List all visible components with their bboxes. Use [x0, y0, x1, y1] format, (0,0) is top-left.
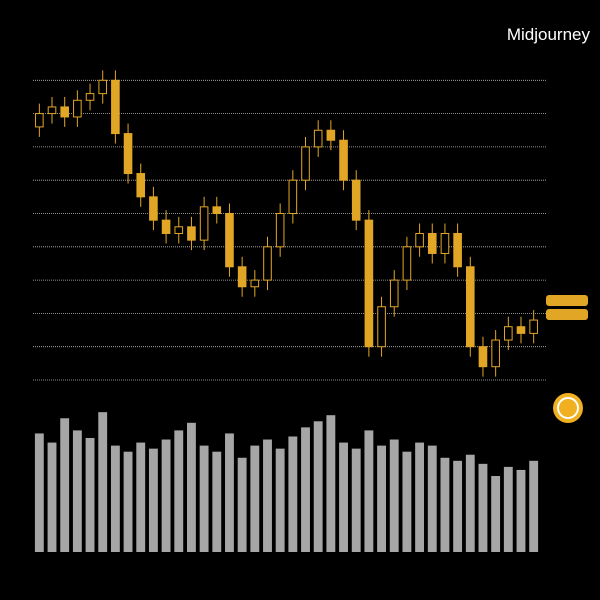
volume-bar: [301, 427, 310, 552]
candle-body: [301, 146, 310, 181]
candle-body: [529, 319, 538, 334]
candle-body: [516, 326, 526, 334]
candle-body: [339, 139, 348, 181]
volume-bar: [288, 436, 298, 552]
candle-body: [174, 226, 184, 234]
volume-bar: [174, 430, 184, 552]
candle-body: [313, 129, 323, 148]
candle-body: [98, 79, 108, 95]
candle-body: [402, 246, 412, 281]
volume-bar: [453, 460, 463, 552]
candle-body: [377, 306, 386, 348]
volume-bar: [339, 442, 348, 552]
candle-body: [427, 232, 437, 254]
volume-bar: [98, 412, 108, 552]
volume-bar: [85, 438, 95, 552]
candle-body: [212, 206, 222, 214]
candle-body: [351, 179, 361, 221]
candle-body: [250, 279, 260, 288]
volume-bar: [415, 442, 425, 552]
volume-bar: [72, 430, 82, 552]
volume-bar: [212, 451, 222, 552]
volume-bar: [60, 418, 70, 552]
candle-body: [440, 232, 450, 254]
volume-bar: [250, 445, 260, 552]
candle-body: [364, 219, 374, 348]
candle-body: [263, 246, 272, 281]
volume-bar: [389, 439, 399, 552]
volume-bar: [263, 439, 272, 552]
candle-body: [73, 99, 82, 118]
volume-bar: [377, 445, 386, 552]
volume-bar: [313, 421, 323, 552]
candle-body: [149, 196, 158, 221]
candle-body: [85, 93, 95, 101]
volume-bar: [148, 448, 158, 552]
volume-bar: [275, 448, 285, 552]
volume-bar: [427, 445, 437, 552]
candle-body: [415, 232, 424, 248]
candle-body: [111, 79, 120, 135]
candle-body: [60, 106, 69, 118]
candle-body: [478, 346, 488, 368]
volume-bar: [516, 469, 526, 552]
volume-bar: [161, 439, 171, 552]
volume-bar: [123, 451, 133, 552]
volume-bar: [529, 460, 539, 552]
logo-ring: [557, 397, 579, 419]
volume-bar: [199, 445, 209, 552]
volume-bar: [225, 433, 234, 552]
price-badge: [546, 309, 588, 320]
candle-body: [465, 266, 475, 348]
volume-bar: [47, 442, 57, 552]
volume-bar: [465, 454, 475, 552]
volume-bar: [136, 442, 146, 552]
watermark: Midjourney: [507, 25, 591, 44]
volume-bar: [187, 422, 196, 552]
candle-body: [136, 173, 146, 198]
candle-body: [326, 129, 336, 141]
candle-body: [389, 279, 399, 308]
candle-body: [47, 106, 57, 115]
candle-body: [199, 206, 209, 241]
candle-body: [35, 113, 44, 128]
candle-body: [225, 213, 234, 268]
candle-body: [504, 326, 513, 341]
candle-body: [123, 133, 133, 175]
volume-bar: [237, 457, 247, 552]
candle-body: [237, 266, 247, 288]
price-badge: [546, 295, 588, 306]
volume-bar: [34, 433, 44, 552]
candle-body: [453, 232, 462, 268]
volume-bar: [326, 415, 336, 552]
volume-bar: [503, 466, 513, 552]
volume-bar: [351, 448, 361, 552]
candle-body: [275, 213, 285, 248]
volume-bar: [478, 463, 488, 552]
candle-body: [161, 219, 171, 234]
volume-bar: [110, 445, 120, 552]
candle-body: [187, 226, 196, 241]
volume-bar: [491, 476, 501, 552]
candle-body: [288, 179, 298, 214]
candle-body: [491, 339, 500, 368]
volume-bar: [440, 457, 450, 552]
volume-bar: [364, 430, 374, 552]
volume-bar: [402, 451, 412, 552]
